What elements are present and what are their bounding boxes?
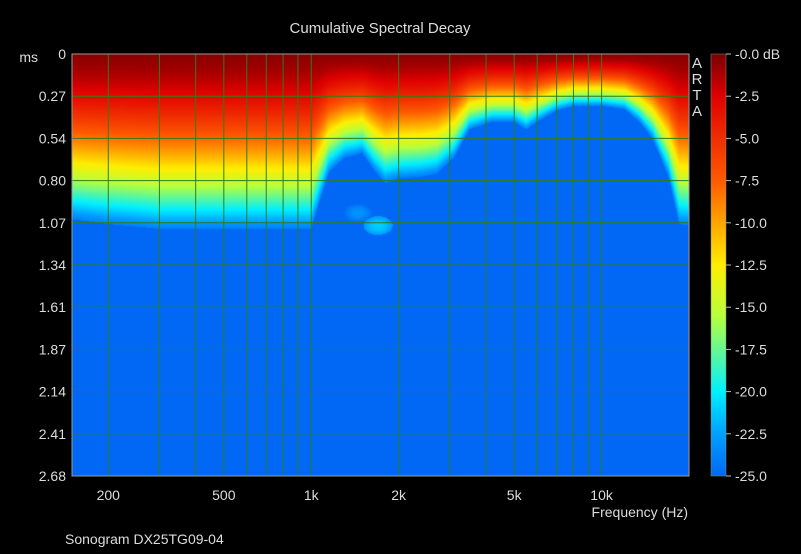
x-tick-label: 5k <box>507 487 523 503</box>
x-axis-label: Frequency (Hz) <box>592 504 688 520</box>
y-tick-label: 0 <box>58 46 66 62</box>
color-scale-label: -0.0 dB <box>735 46 780 62</box>
y-tick-label: 0.27 <box>39 88 66 104</box>
color-scale-label: -12.5 <box>735 257 767 273</box>
y-tick-label: 1.34 <box>39 257 66 273</box>
x-tick-label: 2k <box>391 487 407 503</box>
color-scale-bar <box>710 53 727 477</box>
y-tick-label: 2.14 <box>39 384 66 400</box>
color-scale-label: -7.5 <box>735 173 759 189</box>
color-scale-label: -15.0 <box>735 299 767 315</box>
watermark-letter: A <box>692 103 702 120</box>
y-tick-label: 1.87 <box>39 341 66 357</box>
plot-frame <box>71 53 690 477</box>
x-axis-ticks: 200 500 1k 2k 5k 10k <box>97 487 614 503</box>
x-tick-label: 1k <box>304 487 320 503</box>
color-scale-labels: -0.0 dB -2.5 -5.0 -7.5 -10.0 -12.5 -15.0 -17.5 -… <box>726 46 780 484</box>
watermark-letter: R <box>692 71 703 88</box>
y-tick-label: 0.80 <box>39 173 66 189</box>
y-axis-ticks: 0 0.27 0.54 0.80 1.07 1.34 1.61 1.87 2.14 2.41 2.6… <box>39 46 66 484</box>
watermark-letter: T <box>692 87 701 104</box>
chart-title: Cumulative Spectral Decay <box>290 20 471 37</box>
y-tick-label: 2.68 <box>39 468 66 484</box>
color-scale-label: -22.5 <box>735 426 767 442</box>
color-scale-label: -17.5 <box>735 341 767 357</box>
measurement-label: Sonogram DX25TG09-04 <box>65 531 224 547</box>
y-axis-unit-label: ms <box>19 49 38 65</box>
color-scale: -0.0 dB -2.5 -5.0 -7.5 -10.0 -12.5 -15.0 -17.5 -… <box>710 46 780 484</box>
y-tick-label: 2.41 <box>39 426 66 442</box>
x-tick-label: 10k <box>590 487 614 503</box>
color-scale-label: -2.5 <box>735 88 759 104</box>
y-tick-label: 1.07 <box>39 215 66 231</box>
y-tick-label: 0.54 <box>39 130 66 146</box>
watermark-letter: A <box>692 55 702 72</box>
grid-layer <box>72 54 689 476</box>
x-tick-label: 500 <box>212 487 236 503</box>
color-scale-label: -5.0 <box>735 130 759 146</box>
arta-watermark: A R T A <box>692 55 703 120</box>
color-scale-label: -20.0 <box>735 384 767 400</box>
color-scale-label: -10.0 <box>735 215 767 231</box>
color-scale-label: -25.0 <box>735 468 767 484</box>
x-tick-label: 200 <box>97 487 121 503</box>
y-tick-label: 1.61 <box>39 299 66 315</box>
